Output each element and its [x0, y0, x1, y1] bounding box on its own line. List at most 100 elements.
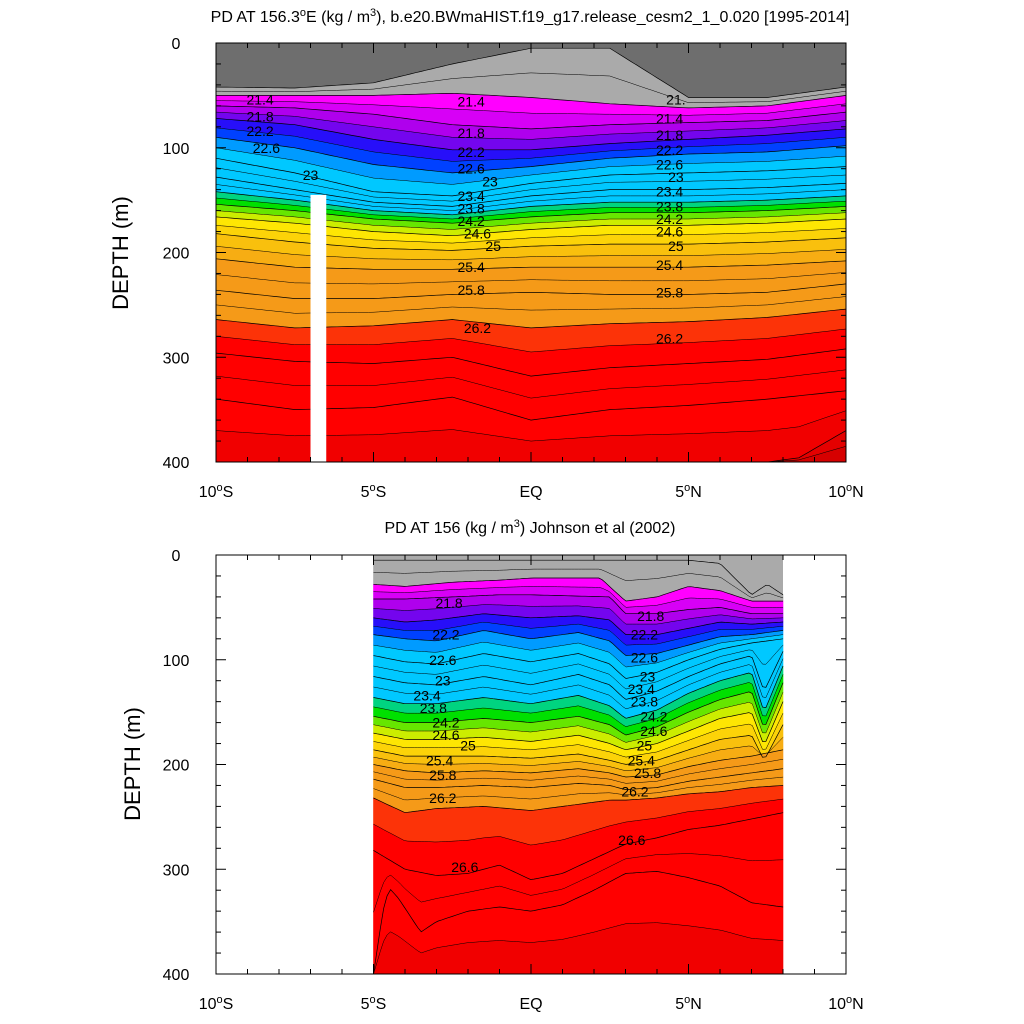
contour-line-25	[373, 724, 784, 765]
y-tick-label: 0	[172, 548, 181, 565]
y-tick-label: 400	[163, 967, 190, 984]
contour-label: 25	[460, 738, 476, 754]
contour-line-26.8	[373, 853, 784, 913]
x-tick-label: 5oS	[361, 994, 387, 1013]
contour-label: 25.8	[429, 767, 456, 783]
contour-label: 22.2	[246, 123, 273, 139]
contour-label: 22.6	[458, 161, 485, 177]
contour-line-21.4	[373, 577, 783, 602]
contour-line-21.2	[216, 72, 847, 103]
contour-line-26.6	[373, 812, 784, 880]
x-tick-label: EQ	[519, 996, 542, 1013]
contour-label: 25.8	[656, 284, 683, 300]
contour-label: 25.4	[458, 259, 485, 275]
contour-label: 24.2	[640, 708, 667, 724]
contour-line-22.6	[373, 630, 784, 656]
contour-label: 26.2	[429, 790, 456, 806]
contour-line-22.8	[373, 634, 784, 668]
contour-label: 24.6	[640, 723, 667, 739]
contour-label: 23	[435, 673, 451, 689]
panel-title-top: PD AT 156.3oE (kg / m3), b.e20.BWmaHIST.…	[211, 7, 850, 26]
x-tick-label: EQ	[519, 484, 542, 501]
panel-top: 21.421.822.222.62321.421.822.222.62323.4…	[108, 7, 864, 501]
contour-label: 25.8	[634, 765, 661, 781]
contour-line-21.8	[215, 105, 847, 130]
contour-line-24.4	[373, 692, 784, 743]
contour-label: 22.2	[432, 627, 459, 643]
contour-line-22.6	[215, 136, 847, 174]
contour-line-22.2	[373, 613, 784, 635]
contour-label: 25	[668, 238, 684, 254]
y-tick-label: 300	[163, 862, 190, 879]
contour-label: 23	[482, 173, 498, 189]
contour-label: 23.8	[631, 694, 658, 710]
panel-title-bottom: PD AT 156 (kg / m3) Johnson et al (2002)	[384, 518, 675, 537]
contour-line-21.4	[216, 92, 847, 109]
x-tick-label: 10oS	[199, 994, 234, 1013]
contour-label: 21.4	[246, 92, 273, 108]
contour-label: 25.4	[628, 752, 655, 768]
y-tick-label: 400	[163, 455, 190, 472]
contour-label: 24.2	[458, 213, 485, 229]
contour-line-25.6	[373, 759, 784, 784]
contour-label: 22.6	[631, 650, 658, 666]
contour-label: 23	[668, 169, 684, 185]
contour-label: 24.6	[656, 224, 683, 240]
contour-line-26.2	[373, 785, 784, 813]
contour-label: 26.2	[656, 330, 683, 346]
contour-label: 22.2	[656, 142, 683, 158]
y-tick-label: 0	[172, 36, 181, 53]
x-tick-label: 5oN	[675, 482, 702, 501]
contour-line-27.2	[373, 922, 784, 975]
x-tick-label: 5oN	[675, 994, 702, 1013]
contour-line-23	[373, 638, 784, 679]
contour-label: 21.	[666, 92, 685, 108]
contour-line-22.8	[215, 147, 847, 185]
x-tick-label: 5oS	[361, 482, 387, 501]
contour-line-21.2	[373, 568, 784, 599]
contour-label: 23.8	[656, 198, 683, 214]
x-tick-label: 10oS	[199, 482, 234, 501]
contour-line-23.8	[373, 665, 784, 719]
contour-label: 26.2	[621, 784, 648, 800]
y-tick-label: 300	[163, 350, 190, 367]
contour-label: 25	[637, 738, 653, 754]
contour-line-24.2	[373, 682, 784, 736]
missing-data-column-0	[310, 194, 327, 462]
x-tick-label: 10oN	[828, 994, 863, 1013]
contour-label: 23.4	[413, 687, 440, 703]
contour-label: 23.4	[628, 681, 655, 697]
contour-line-21.6	[373, 586, 783, 608]
contour-label: 24.6	[464, 226, 491, 242]
contour-label: 22.6	[429, 652, 456, 668]
contour-label: 24.6	[432, 727, 459, 743]
contour-label: 23	[303, 167, 319, 183]
contour-line-23.2	[215, 167, 847, 202]
contour-label: 21.4	[458, 94, 485, 110]
contour-label: 23.4	[458, 188, 485, 204]
contour-label: 25.8	[458, 282, 485, 298]
contour-line-23.4	[373, 651, 784, 700]
contour-label: 26.6	[618, 832, 645, 848]
contour-label: 24.2	[432, 715, 459, 731]
contour-line-22.4	[215, 127, 847, 162]
contour-label: 25	[485, 238, 501, 254]
y-tick-label: 100	[163, 141, 190, 158]
contour-label: 25.4	[656, 257, 683, 273]
contour-label: 21.8	[458, 125, 485, 141]
contour-line-22.4	[373, 621, 784, 646]
contour-label: 22.2	[458, 144, 485, 160]
contour-line-21.8	[373, 594, 783, 615]
contour-label: 22.2	[631, 627, 658, 643]
contour-label: 21.8	[656, 127, 683, 143]
contour-label: 23.8	[420, 700, 447, 716]
contour-label: 22.6	[253, 140, 280, 156]
contour-label: 23.4	[656, 184, 683, 200]
y-tick-label: 100	[163, 653, 190, 670]
contour-label: 21.8	[435, 595, 462, 611]
contour-label: 26.6	[451, 859, 478, 875]
contour-line-21.6	[215, 100, 847, 116]
contour-line-25.8	[373, 768, 784, 790]
